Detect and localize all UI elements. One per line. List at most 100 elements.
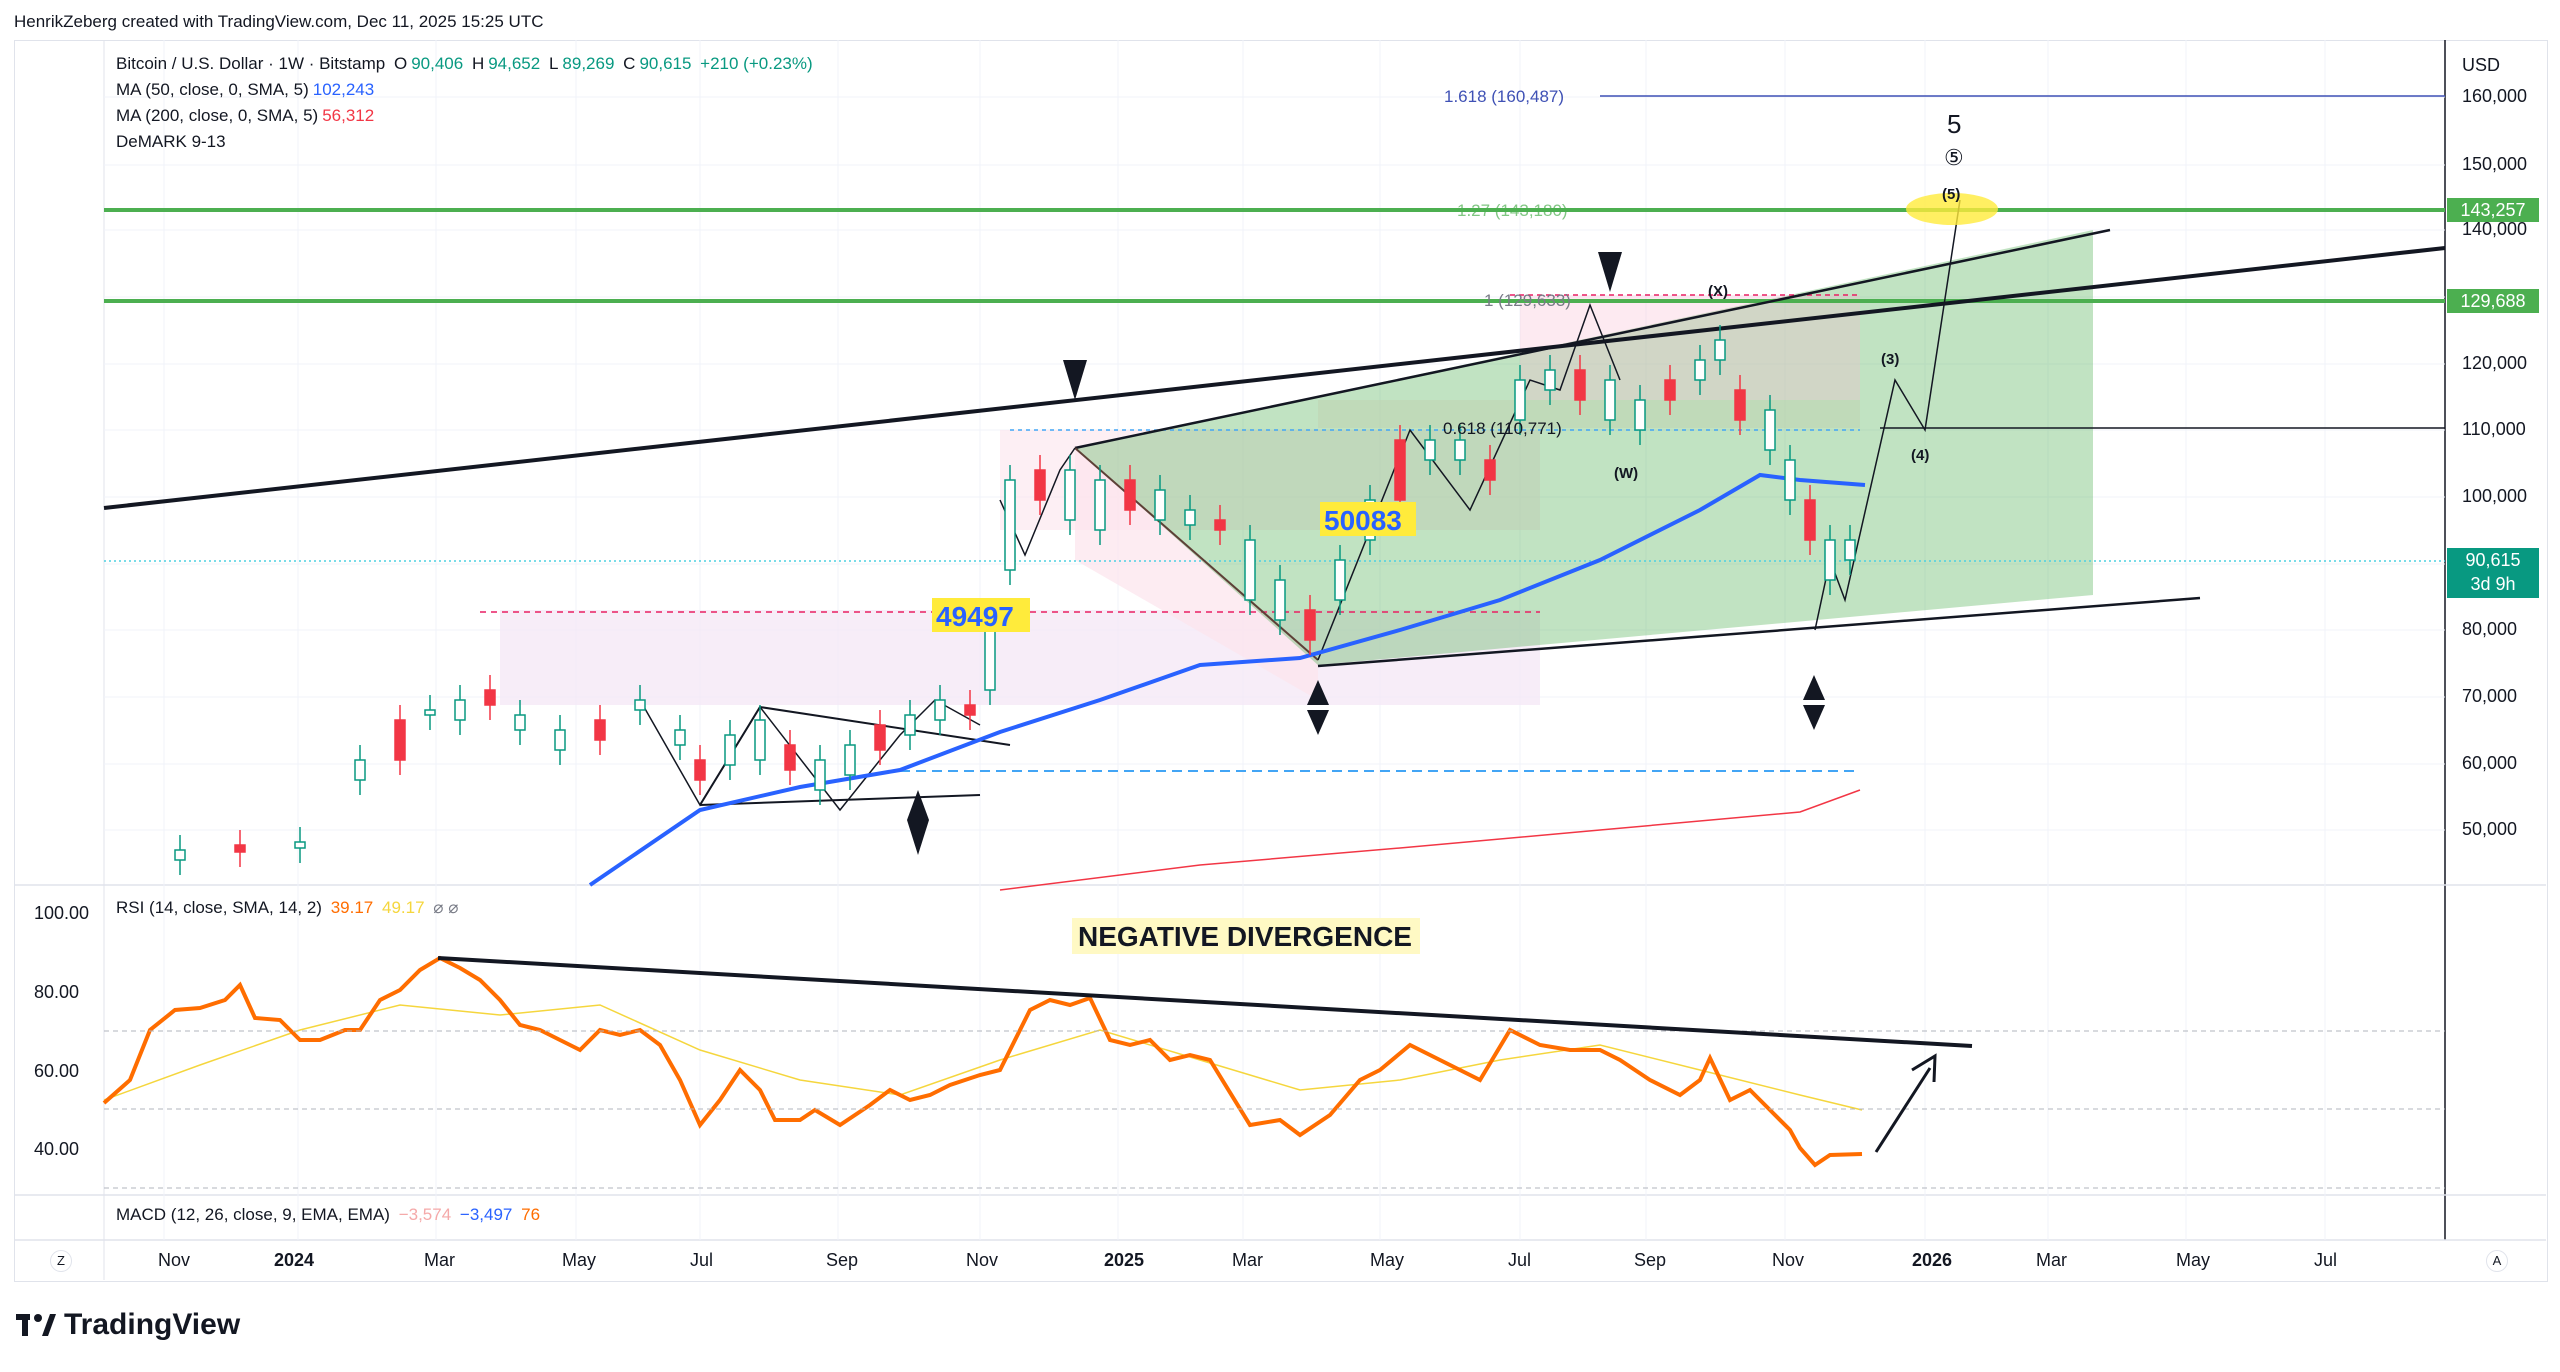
candle-body xyxy=(294,841,306,849)
candle-body xyxy=(874,724,886,751)
candle-body xyxy=(1784,459,1796,501)
candle-body xyxy=(1304,609,1316,641)
time-label: Sep xyxy=(1634,1250,1667,1270)
triangle-lower xyxy=(699,794,981,806)
box-50083: 50083 xyxy=(1324,505,1402,536)
wave-zigzag-2025 xyxy=(1317,302,1621,661)
wave-5-circled-label: ⑤ xyxy=(1944,145,1964,170)
rsi-tick-60: 60.00 xyxy=(34,1061,79,1081)
wave-5-label: 5 xyxy=(1947,109,1961,139)
candle-body xyxy=(1574,369,1586,401)
target-highlight xyxy=(1906,193,1998,225)
o-value: 90,406 xyxy=(411,54,464,73)
o-label: O xyxy=(393,54,408,73)
candle-body xyxy=(484,689,496,706)
rsi-line xyxy=(102,955,1863,1168)
channel-lower-line[interactable] xyxy=(1317,596,2201,668)
rsi-tick-80: 80.00 xyxy=(34,982,79,1002)
auto-scale-right-button[interactable]: A xyxy=(2486,1250,2508,1272)
rsi-tick-40: 40.00 xyxy=(34,1139,79,1159)
c-label: C xyxy=(623,54,636,73)
legend-ma50[interactable]: MA (50, close, 0, SMA, 5) 102,243 xyxy=(116,80,378,100)
time-label: May xyxy=(1370,1250,1405,1270)
candle-body xyxy=(1094,479,1106,531)
candle-body xyxy=(694,759,706,781)
candle-body xyxy=(514,714,526,731)
time-label: 2024 xyxy=(274,1250,315,1270)
tradingview-logo[interactable]: TradingView xyxy=(16,1308,240,1342)
candle-body xyxy=(1244,539,1256,601)
rsi-legend[interactable]: RSI (14, close, SMA, 14, 2) 39.17 49.17 … xyxy=(116,898,462,918)
bar-countdown: 3d 9h xyxy=(2470,574,2516,594)
last-price-value: 90,615 xyxy=(2465,550,2521,570)
fib-127-label: 1.27 (143,180) xyxy=(1457,201,1568,220)
time-label: Jul xyxy=(2314,1250,2338,1270)
candle-body xyxy=(1804,499,1816,541)
time-label: May xyxy=(2176,1250,2211,1270)
l-value: 89,269 xyxy=(562,54,615,73)
candle-body xyxy=(424,709,436,716)
candle-body xyxy=(1694,359,1706,381)
long-trendline[interactable] xyxy=(103,246,2446,510)
macd-label: MACD (12, 26, close, 9, EMA, EMA) xyxy=(116,1205,390,1224)
candle-body xyxy=(594,719,606,741)
candle-body xyxy=(1424,439,1436,461)
divergence-label-bg xyxy=(1072,918,1420,954)
time-label: Sep xyxy=(826,1250,859,1270)
brand-name: TradingView xyxy=(64,1308,241,1341)
candle-body xyxy=(174,849,186,861)
price-tick: 120,000 xyxy=(2462,353,2528,373)
auto-scale-left-button[interactable]: Z xyxy=(50,1250,72,1272)
time-label: Nov xyxy=(966,1250,999,1270)
rsi-value1: 39.17 xyxy=(330,898,374,917)
candle-body xyxy=(904,714,916,736)
candle-body xyxy=(1004,479,1016,571)
change-value: +210 (+0.23%) xyxy=(700,54,813,73)
macd-v3: 76 xyxy=(521,1205,541,1224)
ma200-line xyxy=(999,789,1861,891)
badge-129k: 129,688 xyxy=(2447,289,2539,313)
candle-body xyxy=(634,699,646,711)
wave-4-label: (4) xyxy=(1911,447,1929,464)
candle-body xyxy=(1664,379,1676,401)
candle-body xyxy=(1274,579,1286,621)
candle-body xyxy=(394,719,406,761)
time-label: May xyxy=(562,1250,597,1270)
divergence-line[interactable] xyxy=(437,956,1973,1048)
candle-body xyxy=(1454,439,1466,461)
time-label: Jul xyxy=(690,1250,714,1270)
ma200-label: MA (200, close, 0, SMA, 5) xyxy=(116,106,319,125)
price-tick: 150,000 xyxy=(2462,154,2528,174)
rsi-value2: 49.17 xyxy=(381,898,425,917)
legend-demark[interactable]: DeMARK 9-13 xyxy=(116,132,230,152)
c-value: 90,615 xyxy=(639,54,692,73)
time-label: 2026 xyxy=(1912,1250,1953,1270)
box-49497: 49497 xyxy=(936,601,1014,632)
channel-upper-line[interactable] xyxy=(1074,228,2111,450)
macd-legend[interactable]: MACD (12, 26, close, 9, EMA, EMA) −3,574… xyxy=(116,1205,544,1225)
candle-body xyxy=(1184,509,1196,526)
candle-body xyxy=(1484,459,1496,481)
candle-body xyxy=(1334,559,1346,601)
h-value: 94,652 xyxy=(488,54,541,73)
wave-x-label: (X) xyxy=(1708,283,1728,300)
wave-zigzag-2024 xyxy=(639,699,981,812)
arrows xyxy=(907,252,1825,855)
ma50-label: MA (50, close, 0, SMA, 5) xyxy=(116,80,309,99)
fib-1618-label: 1.618 (160,487) xyxy=(1444,87,1564,106)
rsi-ma-line xyxy=(103,1004,1863,1111)
price-tick: 160,000 xyxy=(2462,86,2528,106)
price-tick: 110,000 xyxy=(2462,419,2526,439)
candle-body xyxy=(674,729,686,746)
price-tick: 140,000 xyxy=(2462,219,2528,239)
candle-body xyxy=(554,729,566,751)
green-triangle-zone[interactable] xyxy=(1075,230,2093,665)
currency-label[interactable]: USD xyxy=(2462,55,2501,75)
candle-body xyxy=(814,759,826,791)
box-49497-bg xyxy=(932,598,1030,632)
candle-body xyxy=(354,759,366,781)
time-label: 2025 xyxy=(1104,1250,1145,1270)
legend-ma200[interactable]: MA (200, close, 0, SMA, 5) 56,312 xyxy=(116,106,378,126)
